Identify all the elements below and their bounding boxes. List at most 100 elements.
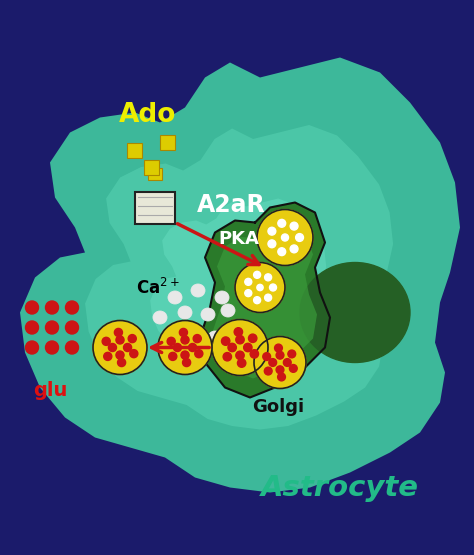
Circle shape: [46, 321, 58, 334]
Ellipse shape: [300, 263, 410, 362]
Circle shape: [93, 320, 147, 375]
Circle shape: [181, 351, 189, 359]
Circle shape: [257, 209, 313, 265]
Ellipse shape: [221, 304, 235, 317]
Circle shape: [254, 336, 306, 388]
Circle shape: [189, 344, 197, 351]
Polygon shape: [200, 203, 330, 397]
Circle shape: [264, 294, 272, 301]
Ellipse shape: [201, 308, 215, 321]
Ellipse shape: [178, 306, 192, 319]
Circle shape: [114, 329, 122, 336]
Circle shape: [181, 336, 189, 344]
Circle shape: [278, 219, 286, 227]
Bar: [148, 168, 162, 179]
Circle shape: [278, 248, 286, 256]
Circle shape: [254, 271, 261, 278]
Ellipse shape: [191, 284, 205, 297]
Polygon shape: [20, 58, 460, 492]
Circle shape: [179, 329, 188, 336]
Ellipse shape: [215, 291, 229, 304]
Circle shape: [65, 301, 79, 314]
Text: A2aR: A2aR: [197, 193, 265, 216]
Circle shape: [269, 359, 277, 366]
Circle shape: [223, 352, 231, 361]
Circle shape: [195, 350, 203, 358]
Circle shape: [236, 335, 244, 344]
Circle shape: [46, 341, 58, 354]
Circle shape: [158, 320, 212, 375]
Circle shape: [26, 321, 38, 334]
Circle shape: [245, 290, 252, 296]
Circle shape: [268, 227, 276, 235]
Circle shape: [26, 341, 38, 354]
Circle shape: [264, 274, 272, 281]
Circle shape: [65, 321, 79, 334]
Bar: [145, 160, 159, 175]
Ellipse shape: [163, 331, 177, 344]
Circle shape: [124, 344, 132, 351]
Ellipse shape: [208, 331, 222, 344]
Circle shape: [26, 301, 38, 314]
Circle shape: [257, 284, 263, 291]
Circle shape: [102, 337, 110, 345]
Circle shape: [173, 344, 182, 351]
Circle shape: [212, 320, 268, 376]
Ellipse shape: [185, 326, 199, 339]
Circle shape: [270, 284, 276, 291]
Ellipse shape: [153, 311, 167, 324]
Bar: [0, 512, 474, 542]
Ellipse shape: [171, 351, 185, 364]
Circle shape: [268, 240, 276, 248]
Circle shape: [278, 373, 285, 381]
Bar: [135, 191, 175, 224]
Circle shape: [109, 344, 117, 351]
Circle shape: [130, 350, 138, 358]
Circle shape: [237, 359, 246, 367]
Circle shape: [116, 351, 124, 359]
Text: Golgi: Golgi: [252, 398, 304, 416]
Circle shape: [290, 245, 298, 253]
Circle shape: [234, 327, 243, 336]
Circle shape: [128, 335, 137, 342]
Text: Ado: Ado: [119, 102, 177, 128]
Polygon shape: [150, 199, 326, 372]
Circle shape: [118, 359, 126, 367]
Circle shape: [193, 335, 201, 342]
Circle shape: [235, 263, 285, 312]
Circle shape: [288, 350, 296, 358]
Ellipse shape: [168, 291, 182, 304]
Circle shape: [283, 359, 291, 366]
Circle shape: [65, 341, 79, 354]
Circle shape: [182, 359, 191, 367]
Circle shape: [169, 352, 177, 360]
Circle shape: [264, 367, 272, 375]
Circle shape: [167, 337, 175, 345]
Circle shape: [276, 351, 284, 359]
Circle shape: [290, 365, 297, 372]
Circle shape: [296, 234, 303, 241]
Circle shape: [282, 234, 289, 241]
Circle shape: [228, 344, 237, 352]
Ellipse shape: [193, 348, 207, 361]
Circle shape: [254, 297, 261, 304]
Circle shape: [104, 352, 112, 360]
Bar: [161, 135, 175, 150]
Circle shape: [236, 351, 244, 360]
Text: PKA: PKA: [218, 230, 259, 248]
Circle shape: [250, 350, 258, 358]
Circle shape: [263, 352, 271, 361]
Text: Ca$^{2+}$: Ca$^{2+}$: [136, 278, 180, 297]
Circle shape: [46, 301, 58, 314]
Circle shape: [245, 279, 252, 285]
Circle shape: [276, 366, 284, 374]
Bar: [128, 143, 143, 158]
Circle shape: [116, 336, 124, 344]
Polygon shape: [85, 125, 393, 430]
Circle shape: [248, 334, 257, 342]
Circle shape: [290, 222, 298, 230]
Polygon shape: [213, 223, 317, 379]
Circle shape: [221, 337, 230, 345]
Circle shape: [244, 344, 252, 352]
Text: glu: glu: [33, 381, 67, 400]
